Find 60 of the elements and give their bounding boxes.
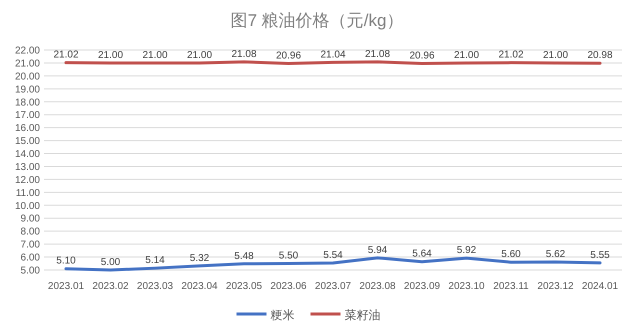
y-tick-label: 15.00 — [14, 136, 40, 148]
x-tick-label: 2023.03 — [136, 281, 174, 292]
data-label: 5.55 — [590, 250, 610, 261]
data-label: 5.50 — [278, 250, 299, 262]
data-label: 5.10 — [56, 256, 76, 267]
data-label: 5.54 — [323, 250, 344, 262]
data-label: 5.92 — [456, 245, 477, 256]
y-tick-label: 22.00 — [14, 46, 40, 56]
data-label: 21.00 — [186, 50, 212, 61]
data-label: 5.14 — [145, 255, 166, 266]
y-tick-label: 13.00 — [14, 162, 40, 173]
x-tick-label: 2023.01 — [48, 281, 85, 292]
data-label: 21.02 — [53, 50, 79, 61]
y-tick-label: 17.00 — [14, 110, 40, 122]
x-tick-label: 2023.06 — [270, 281, 308, 292]
legend-label: 菜籽油 — [344, 308, 380, 322]
data-label: 20.98 — [587, 50, 613, 62]
x-tick-label: 2024.01 — [582, 281, 619, 292]
y-tick-label: 9.00 — [20, 214, 40, 225]
data-label: 20.96 — [276, 50, 302, 62]
data-label: 5.00 — [100, 257, 121, 268]
data-label: 21.08 — [364, 48, 390, 60]
y-tick-label: 11.00 — [16, 188, 40, 199]
data-label: 20.96 — [409, 50, 435, 62]
data-label: 5.60 — [501, 249, 522, 260]
y-tick-label: 18.00 — [14, 97, 40, 108]
x-tick-label: 2023.07 — [314, 281, 352, 292]
x-tick-label: 2023.10 — [448, 281, 486, 292]
data-label: 5.64 — [412, 248, 432, 260]
data-label: 5.62 — [546, 248, 566, 260]
x-tick-label: 2023.12 — [537, 281, 574, 292]
y-tick-label: 19.00 — [14, 84, 40, 96]
y-tick-label: 12.00 — [14, 174, 40, 186]
y-tick-label: 16.00 — [14, 123, 40, 134]
data-label: 21.00 — [542, 50, 568, 61]
data-label: 21.00 — [98, 50, 124, 61]
y-tick-label: 21.00 — [14, 58, 40, 70]
chart-title: 图7 粮油价格（元/kg） — [230, 11, 404, 30]
data-label: 21.08 — [231, 48, 257, 60]
data-label: 21.02 — [498, 50, 524, 61]
y-tick-label: 7.00 — [20, 240, 40, 251]
data-label: 5.94 — [368, 244, 388, 256]
data-label: 21.04 — [320, 49, 346, 60]
x-tick-label: 2023.11 — [493, 281, 530, 292]
y-tick-label: 8.00 — [20, 226, 40, 238]
data-label: 21.00 — [142, 50, 168, 61]
x-tick-label: 2023.09 — [404, 281, 441, 292]
y-tick-label: 14.00 — [14, 149, 40, 160]
y-tick-label: 6.00 — [20, 252, 40, 264]
x-tick-label: 2023.05 — [226, 281, 263, 292]
x-tick-label: 2023.02 — [92, 281, 130, 292]
legend-label: 粳米 — [270, 308, 294, 322]
x-tick-label: 2023.04 — [181, 281, 218, 292]
y-tick-label: 10.00 — [14, 200, 40, 212]
data-label: 21.00 — [454, 50, 480, 61]
data-label: 5.32 — [190, 252, 210, 264]
x-tick-label: 2023.08 — [359, 281, 396, 292]
y-tick-label: 20.00 — [14, 71, 40, 82]
data-label: 5.48 — [234, 250, 254, 262]
y-tick-label: 5.00 — [20, 266, 40, 276]
